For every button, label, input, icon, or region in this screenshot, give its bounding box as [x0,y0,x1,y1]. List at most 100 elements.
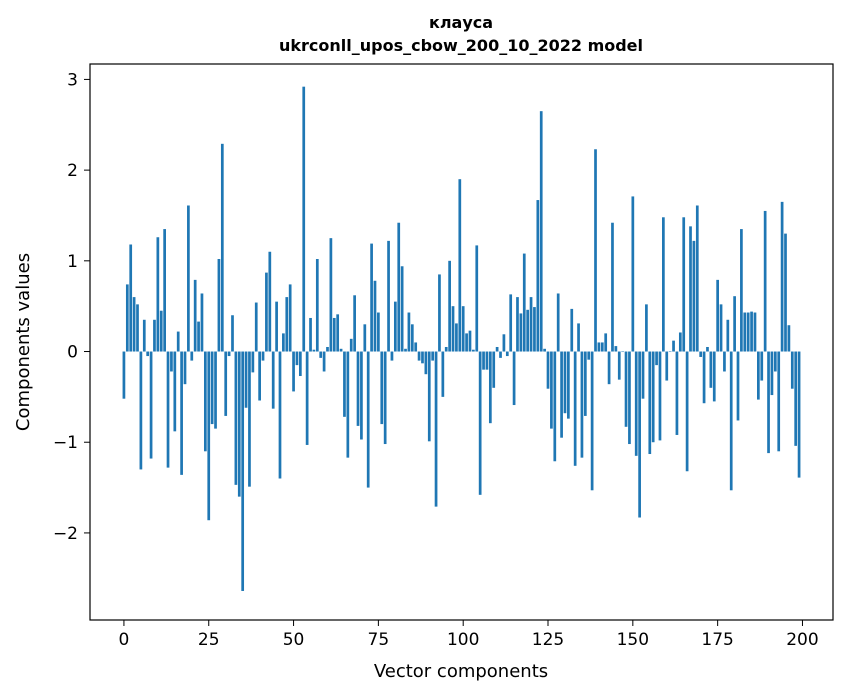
bar-2 [129,244,133,352]
bar-163 [675,351,679,435]
bar-174 [712,351,716,402]
bar-195 [784,233,787,352]
bar-151 [634,351,638,456]
bar-36 [244,351,248,408]
bar-83 [404,348,407,352]
bar-140 [597,342,601,352]
bar-186 [753,312,757,352]
bar-181 [736,351,740,421]
x-tick-label: 75 [368,630,390,650]
bar-138 [590,351,594,491]
bar-134 [577,323,580,352]
bar-198 [794,351,798,446]
bar-72 [366,351,370,488]
bar-188 [760,351,764,381]
bar-168 [692,240,696,352]
bar-90 [427,351,431,442]
bar-126 [550,351,553,429]
bar-106 [482,351,485,370]
x-tick-label: 200 [786,630,818,650]
bar-1 [125,284,129,352]
bar-182 [740,229,743,352]
bar-142 [604,333,608,352]
bar-15 [173,351,177,432]
bar-41 [261,351,265,361]
bars-group [122,86,801,591]
bar-22 [197,321,200,352]
bar-68 [353,295,356,352]
y-tick-label: 2 [67,161,78,181]
bar-69 [356,351,360,426]
bar-42 [265,272,268,352]
bar-108 [488,351,492,424]
bar-100 [461,306,465,352]
bar-148 [624,351,628,427]
bar-196 [787,325,791,352]
bar-123 [539,111,543,352]
x-tick-label: 150 [617,630,649,650]
bar-14 [170,351,173,372]
bar-131 [567,351,570,419]
bar-58 [319,351,323,358]
bar-3 [132,297,136,352]
x-tick-label: 175 [701,630,733,650]
bar-192 [773,351,777,372]
bar-121 [533,307,536,352]
bar-77 [383,351,387,445]
bar-67 [349,338,353,352]
bar-13 [166,351,170,468]
bar-199 [797,351,801,478]
x-tick-label: 100 [447,630,479,650]
bar-117 [519,313,523,352]
bar-94 [441,351,445,397]
bar-75 [377,312,380,352]
bar-86 [414,342,418,352]
bar-17 [180,351,183,475]
bar-95 [444,346,448,352]
bar-61 [329,238,333,352]
bar-139 [594,149,597,352]
bar-96 [448,260,451,352]
x-tick-label: 0 [119,630,130,650]
bar-161 [668,351,672,353]
bar-98 [455,323,458,352]
bar-127 [553,351,557,462]
bar-8 [149,351,153,459]
bar-63 [336,314,340,352]
bar-154 [645,304,648,352]
bar-177 [723,351,726,372]
bar-115 [512,351,516,406]
bar-84 [407,312,411,352]
bar-149 [628,351,631,445]
bar-112 [502,334,506,352]
bar-0 [122,351,126,399]
plot-frame [89,63,834,621]
bar-46 [278,351,282,479]
bar-179 [729,351,733,491]
bar-28 [217,259,221,352]
bar-152 [638,351,641,518]
bar-6 [142,319,146,352]
bar-189 [763,210,767,352]
bar-64 [339,348,343,352]
bar-129 [560,351,563,438]
bar-81 [397,222,401,352]
bar-133 [573,351,577,466]
bar-87 [417,351,421,361]
bar-60 [326,346,329,352]
bar-88 [421,351,424,364]
y-axis-label: Components values [13,253,34,431]
y-axis-ticks: −2 −1 0 1 2 3 [53,70,90,544]
bar-171 [702,351,706,404]
bar-146 [617,351,621,380]
bar-23 [200,293,204,352]
bar-107 [485,351,489,370]
bar-73 [370,243,373,352]
x-tick-label: 25 [198,630,220,650]
bar-114 [509,294,513,352]
bar-103 [472,349,475,352]
bar-132 [570,308,574,352]
bar-109 [492,351,496,388]
bar-172 [706,346,709,352]
y-tick-label: 0 [67,343,78,363]
